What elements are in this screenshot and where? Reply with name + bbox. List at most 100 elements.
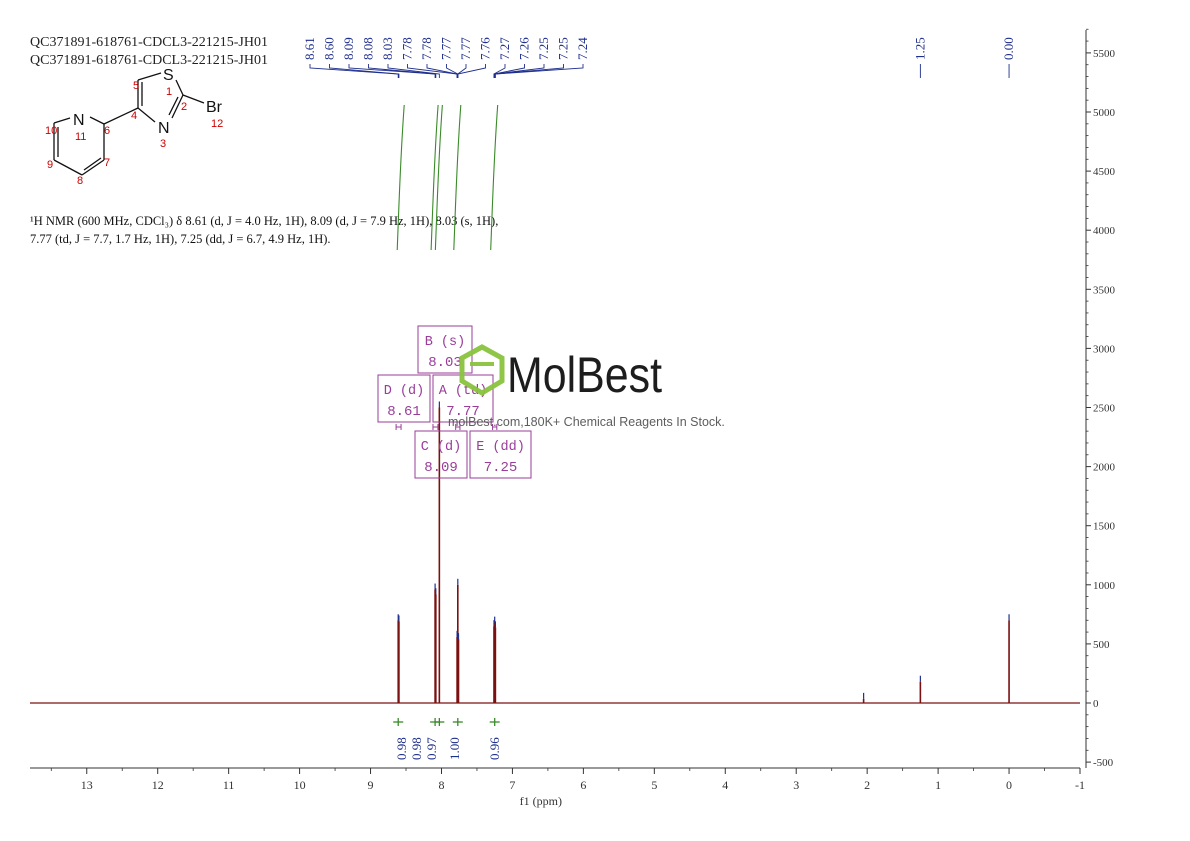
- watermark-brand: MolBest: [507, 347, 662, 403]
- multiplet-label: B (s): [425, 335, 466, 350]
- y-tick-label: -500: [1093, 757, 1114, 769]
- integral-value: 0.97: [424, 737, 439, 760]
- peak-label-connector: [348, 64, 436, 78]
- peak-labels: 8.61 8.60 8.09 8.08 8.03 7.78 7.78 7.77 7.77 7.76…: [302, 37, 1016, 78]
- multiplet-shift: 7.77: [446, 404, 480, 420]
- chemical-structure: S N N Br 1 2 3 4 5 6 7 8 9 10 11 12: [45, 67, 223, 187]
- atom-number-11: 11: [75, 131, 86, 143]
- multiplet-boxes: B (s)8.03D (d)8.61A (td)7.77C (d)8.09E (…: [377, 325, 532, 479]
- peak-label: 7.78: [419, 37, 434, 60]
- x-tick-label: 2: [864, 778, 870, 792]
- peak-label-connector: [457, 64, 467, 78]
- y-tick-label: 0: [1093, 698, 1099, 710]
- peak-label-connector: [426, 64, 458, 78]
- x-tick-label: 1: [935, 778, 941, 792]
- spectrum-trace: [30, 401, 1080, 704]
- peak-label: 8.08: [361, 37, 376, 60]
- chart-title-line-1: QC371891-618761-CDCL3-221215-JH01: [30, 35, 268, 50]
- integral-value: 1.00: [447, 737, 462, 760]
- y-tick-label: 2500: [1093, 403, 1116, 415]
- peak-label-connector: [493, 64, 525, 78]
- multiplet-shift: 8.61: [387, 404, 421, 420]
- x-tick-label: 0: [1006, 778, 1012, 792]
- molbest-logo-icon: [459, 344, 505, 396]
- x-tick-label: 6: [580, 778, 586, 792]
- x-tick-label: 11: [223, 778, 235, 792]
- peak-label-connector: [457, 64, 486, 78]
- x-tick-label: 10: [294, 778, 306, 792]
- nmr-description-line-2: 7.77 (td, J = 7.7, 1.7 Hz, 1H), 7.25 (dd…: [30, 232, 331, 246]
- atom-number-3: 3: [160, 138, 166, 150]
- watermark-tagline: molBest.com,180K+ Chemical Reagents In S…: [448, 415, 725, 429]
- nmr-description-line-1: ¹H NMR (600 MHz, CDCl₃) δ 8.61 (d, J = 4…: [30, 214, 498, 228]
- peak-label: 7.27: [497, 37, 512, 60]
- atom-number-9: 9: [47, 159, 53, 171]
- x-tick-label: 5: [651, 778, 657, 792]
- y-tick-label: 2000: [1093, 462, 1116, 474]
- integral-curve: [490, 104, 499, 251]
- atom-number-5: 5: [133, 80, 139, 92]
- y-tick-label: 5000: [1093, 107, 1116, 119]
- x-tick-label: 13: [81, 778, 93, 792]
- atom-number-7: 7: [104, 157, 110, 169]
- multiplet-box: [469, 430, 532, 479]
- y-tick-label: 4000: [1093, 225, 1116, 237]
- peak-label: 1.25: [912, 37, 927, 60]
- peak-label: 7.25: [556, 37, 571, 60]
- y-tick-label: 500: [1093, 639, 1110, 651]
- multiplet-shift: 8.03: [428, 355, 462, 371]
- peak-label-connector: [494, 64, 564, 78]
- peak-label-connector: [387, 64, 440, 78]
- peak-label: 8.61: [302, 37, 317, 60]
- x-tick-label: -1: [1075, 778, 1085, 792]
- peak-label-connector: [446, 64, 459, 78]
- atom-number-6: 6: [104, 125, 110, 137]
- peak-label: 7.77: [458, 37, 473, 60]
- peak-label: 8.60: [322, 37, 337, 60]
- multiplet-box: [377, 374, 431, 423]
- integral-curve: [430, 104, 439, 251]
- atom-label-n-thiazole: N: [158, 120, 170, 137]
- peak-label-connector: [329, 64, 400, 78]
- multiplet-box: [414, 430, 468, 479]
- x-tick-label: 3: [793, 778, 799, 792]
- atom-label-br: Br: [206, 99, 223, 116]
- multiplet-shift: 8.09: [424, 460, 458, 476]
- x-tick-label: 4: [722, 778, 728, 792]
- x-tick-label: 9: [368, 778, 374, 792]
- peak-label: 7.26: [517, 37, 532, 60]
- integral-values: 0.98 0.98 0.97 1.00 0.96: [393, 718, 502, 760]
- atom-number-8: 8: [77, 175, 83, 187]
- x-tick-label: 12: [152, 778, 164, 792]
- atom-label-n-pyridine: N: [73, 112, 85, 129]
- peak-label: 7.77: [439, 37, 454, 60]
- integral-curve: [434, 104, 443, 251]
- atom-label-s: S: [163, 67, 174, 84]
- peak-label: 8.09: [341, 37, 356, 60]
- y-tick-label: 4500: [1093, 166, 1116, 178]
- y-tick-label: 3000: [1093, 343, 1116, 355]
- multiplet-label: E (dd): [476, 440, 525, 455]
- x-tick-label: 7: [509, 778, 515, 792]
- peak-label-connector: [494, 64, 584, 78]
- integral-value: 0.96: [487, 737, 502, 760]
- atom-number-2: 2: [181, 101, 187, 113]
- x-tick-label: 8: [438, 778, 444, 792]
- x-axis-label: f1 (ppm): [520, 794, 562, 808]
- integral-value: 0.98: [394, 737, 409, 760]
- integral-curve: [396, 104, 405, 251]
- molbest-watermark: MolBest molBest.com,180K+ Chemical Reage…: [448, 344, 725, 429]
- axes: 5500500045004000350030002500200015001000…: [30, 28, 1116, 808]
- atom-number-10: 10: [45, 125, 57, 137]
- peak-label-connector: [368, 64, 437, 78]
- chart-title-line-2: QC371891-618761-CDCL3-221215-JH01: [30, 53, 268, 68]
- multiplet-label: D (d): [384, 384, 425, 399]
- y-tick-label: 1000: [1093, 580, 1116, 592]
- peak-label: 7.76: [478, 37, 493, 60]
- multiplet-shift: 7.25: [484, 460, 518, 476]
- integral-curves: [396, 104, 499, 251]
- atom-number-1: 1: [166, 86, 172, 98]
- atom-number-12: 12: [211, 118, 223, 130]
- peak-label: 8.03: [380, 37, 395, 60]
